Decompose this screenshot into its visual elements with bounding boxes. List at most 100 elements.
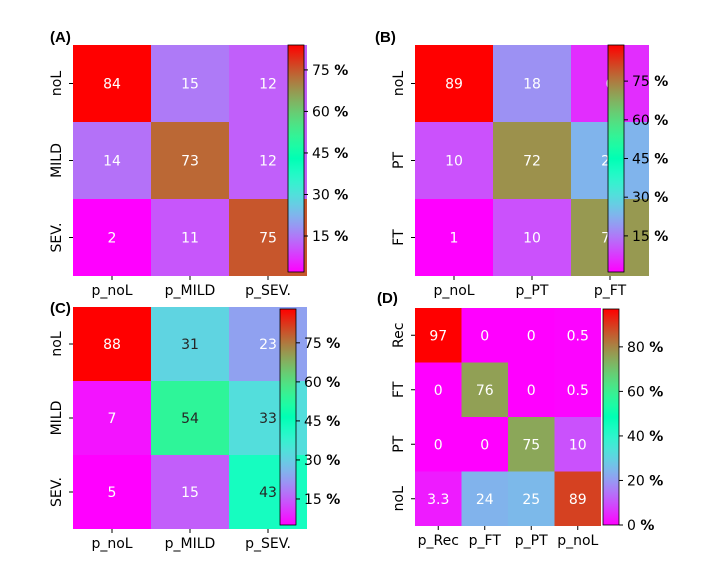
cell-value-label: 14 [103,154,121,170]
heatmap-panel-1: (A) 84 15 12 14 73 12 2 11 75 noL MILD SEV. p_noL p_MI… [49,29,348,299]
y-tick-label: MILD [49,401,65,436]
cell-value-label: 7 [108,411,117,427]
y-tick-label: Rec [391,323,407,348]
colorbar-tick-label: 30 % [632,190,668,206]
heatmap-cell [151,381,229,455]
cell-value-label: 75 [522,437,540,453]
cell-value-label: 11 [181,231,199,247]
colorbar-tick-label: 80 % [627,340,663,356]
cell-value-label: 15 [181,77,199,93]
colorbar-tick-label: 15 % [304,492,340,508]
heatmap-cell [73,199,151,276]
heatmap-cell [415,45,493,122]
cell-value-label: 12 [259,154,277,170]
heatmap-cell [415,417,462,472]
heatmap-panel-4: (D) 97 0 0 0.5 0 76 0 0.5 0 0 75 10 3.3 24 25 89 Rec FT PT n… [377,290,663,549]
cell-value-label: 1 [450,231,459,247]
panel-label: (A) [50,29,71,46]
heatmap-cell [73,455,151,529]
heatmap-panel-3: (C) 88 31 23 7 54 33 5 15 43 noL MILD SEV. p_noL p_MIL… [49,300,340,552]
cell-value-label: 0 [480,328,489,344]
cell-value-label: 0.5 [567,328,589,344]
x-tick-label: p_SEV. [245,283,291,299]
colorbar-tick-label: 40 % [627,429,663,445]
cell-value-label: 97 [429,328,447,344]
heatmap-cell [461,471,508,526]
cell-value-label: 3.3 [427,492,449,508]
cell-value-label: 24 [476,492,494,508]
heatmap-cell [554,362,601,417]
cell-value-label: 15 [181,485,199,501]
x-tick-label: p_PT [515,533,548,549]
colorbar [287,44,305,273]
x-tick-label: p_noL [91,536,132,552]
panel-label: (D) [377,290,398,307]
cell-value-label: 10 [523,231,541,247]
colorbar-tick-label: 15 % [312,229,348,245]
y-tick-label: SEV. [49,477,65,507]
cell-value-label: 0.5 [567,383,589,399]
colorbar-tick-label: 45 % [632,152,668,168]
colorbar-tick-label: 45 % [304,414,340,430]
cell-value-label: 0 [434,383,443,399]
colorbar-tick-label: 60 % [304,375,340,391]
colorbar-tick-label: 0 % [627,518,654,534]
x-tick-label: p_MILD [165,536,216,552]
cell-value-label: 2 [108,231,117,247]
heatmap-cell [415,199,493,276]
cell-value-label: 10 [569,437,587,453]
cell-value-label: 73 [181,154,199,170]
y-tick-label: noL [49,331,65,356]
y-tick-label: MILD [49,143,65,178]
cell-value-label: 72 [523,154,541,170]
panel-label: (B) [375,29,396,46]
y-tick-label: SEV. [49,223,65,253]
cell-value-label: 5 [108,485,117,501]
colorbar-tick-label: 30 % [304,453,340,469]
heatmap-cell [415,362,462,417]
heatmap-cell [415,471,462,526]
heatmap-cell [461,417,508,472]
colorbar [607,44,625,273]
heatmap-cell [73,307,151,381]
heatmap-cell [493,45,571,122]
heatmap-panel-2: (B)8918610722311071noLPTFTp_noLp_PTp_FT1… [375,29,668,299]
heatmap-cell [151,455,229,529]
x-tick-label: p_noL [91,283,132,299]
y-tick-label: noL [391,71,407,96]
heatmap-cell [73,122,151,199]
cell-value-label: 0 [434,437,443,453]
x-tick-label: p_MILD [165,283,216,299]
heatmap-cell [493,122,571,199]
x-tick-label: p_FT [594,283,627,299]
cell-value-label: 43 [259,485,277,501]
heatmap-cell [415,122,493,199]
x-tick-label: p_Rec [418,533,459,549]
cell-value-label: 84 [103,77,121,93]
colorbar-tick-label: 60 % [627,384,663,400]
heatmap-cell [554,417,601,472]
heatmap-cell [151,45,229,122]
cell-value-label: 12 [259,77,277,93]
colorbar-tick-label: 20 % [627,473,663,489]
cell-value-label: 0 [527,328,536,344]
cell-value-label: 76 [476,383,494,399]
cell-value-label: 75 [259,231,277,247]
x-tick-label: p_noL [557,533,598,549]
cell-value-label: 89 [569,492,587,508]
cell-value-label: 89 [445,77,463,93]
heatmap-cell [493,199,571,276]
heatmap-cell [151,122,229,199]
cell-value-label: 0 [480,437,489,453]
cell-value-label: 18 [523,77,541,93]
heatmap-cell [554,471,601,526]
colorbar [279,308,297,526]
colorbar-tick-label: 15 % [632,229,668,245]
y-tick-label: FT [391,381,407,398]
cell-value-label: 88 [103,337,121,353]
heatmap-cell [73,45,151,122]
y-tick-label: FT [391,229,407,246]
heatmap-cell [508,471,555,526]
colorbar-tick-label: 30 % [312,187,348,203]
